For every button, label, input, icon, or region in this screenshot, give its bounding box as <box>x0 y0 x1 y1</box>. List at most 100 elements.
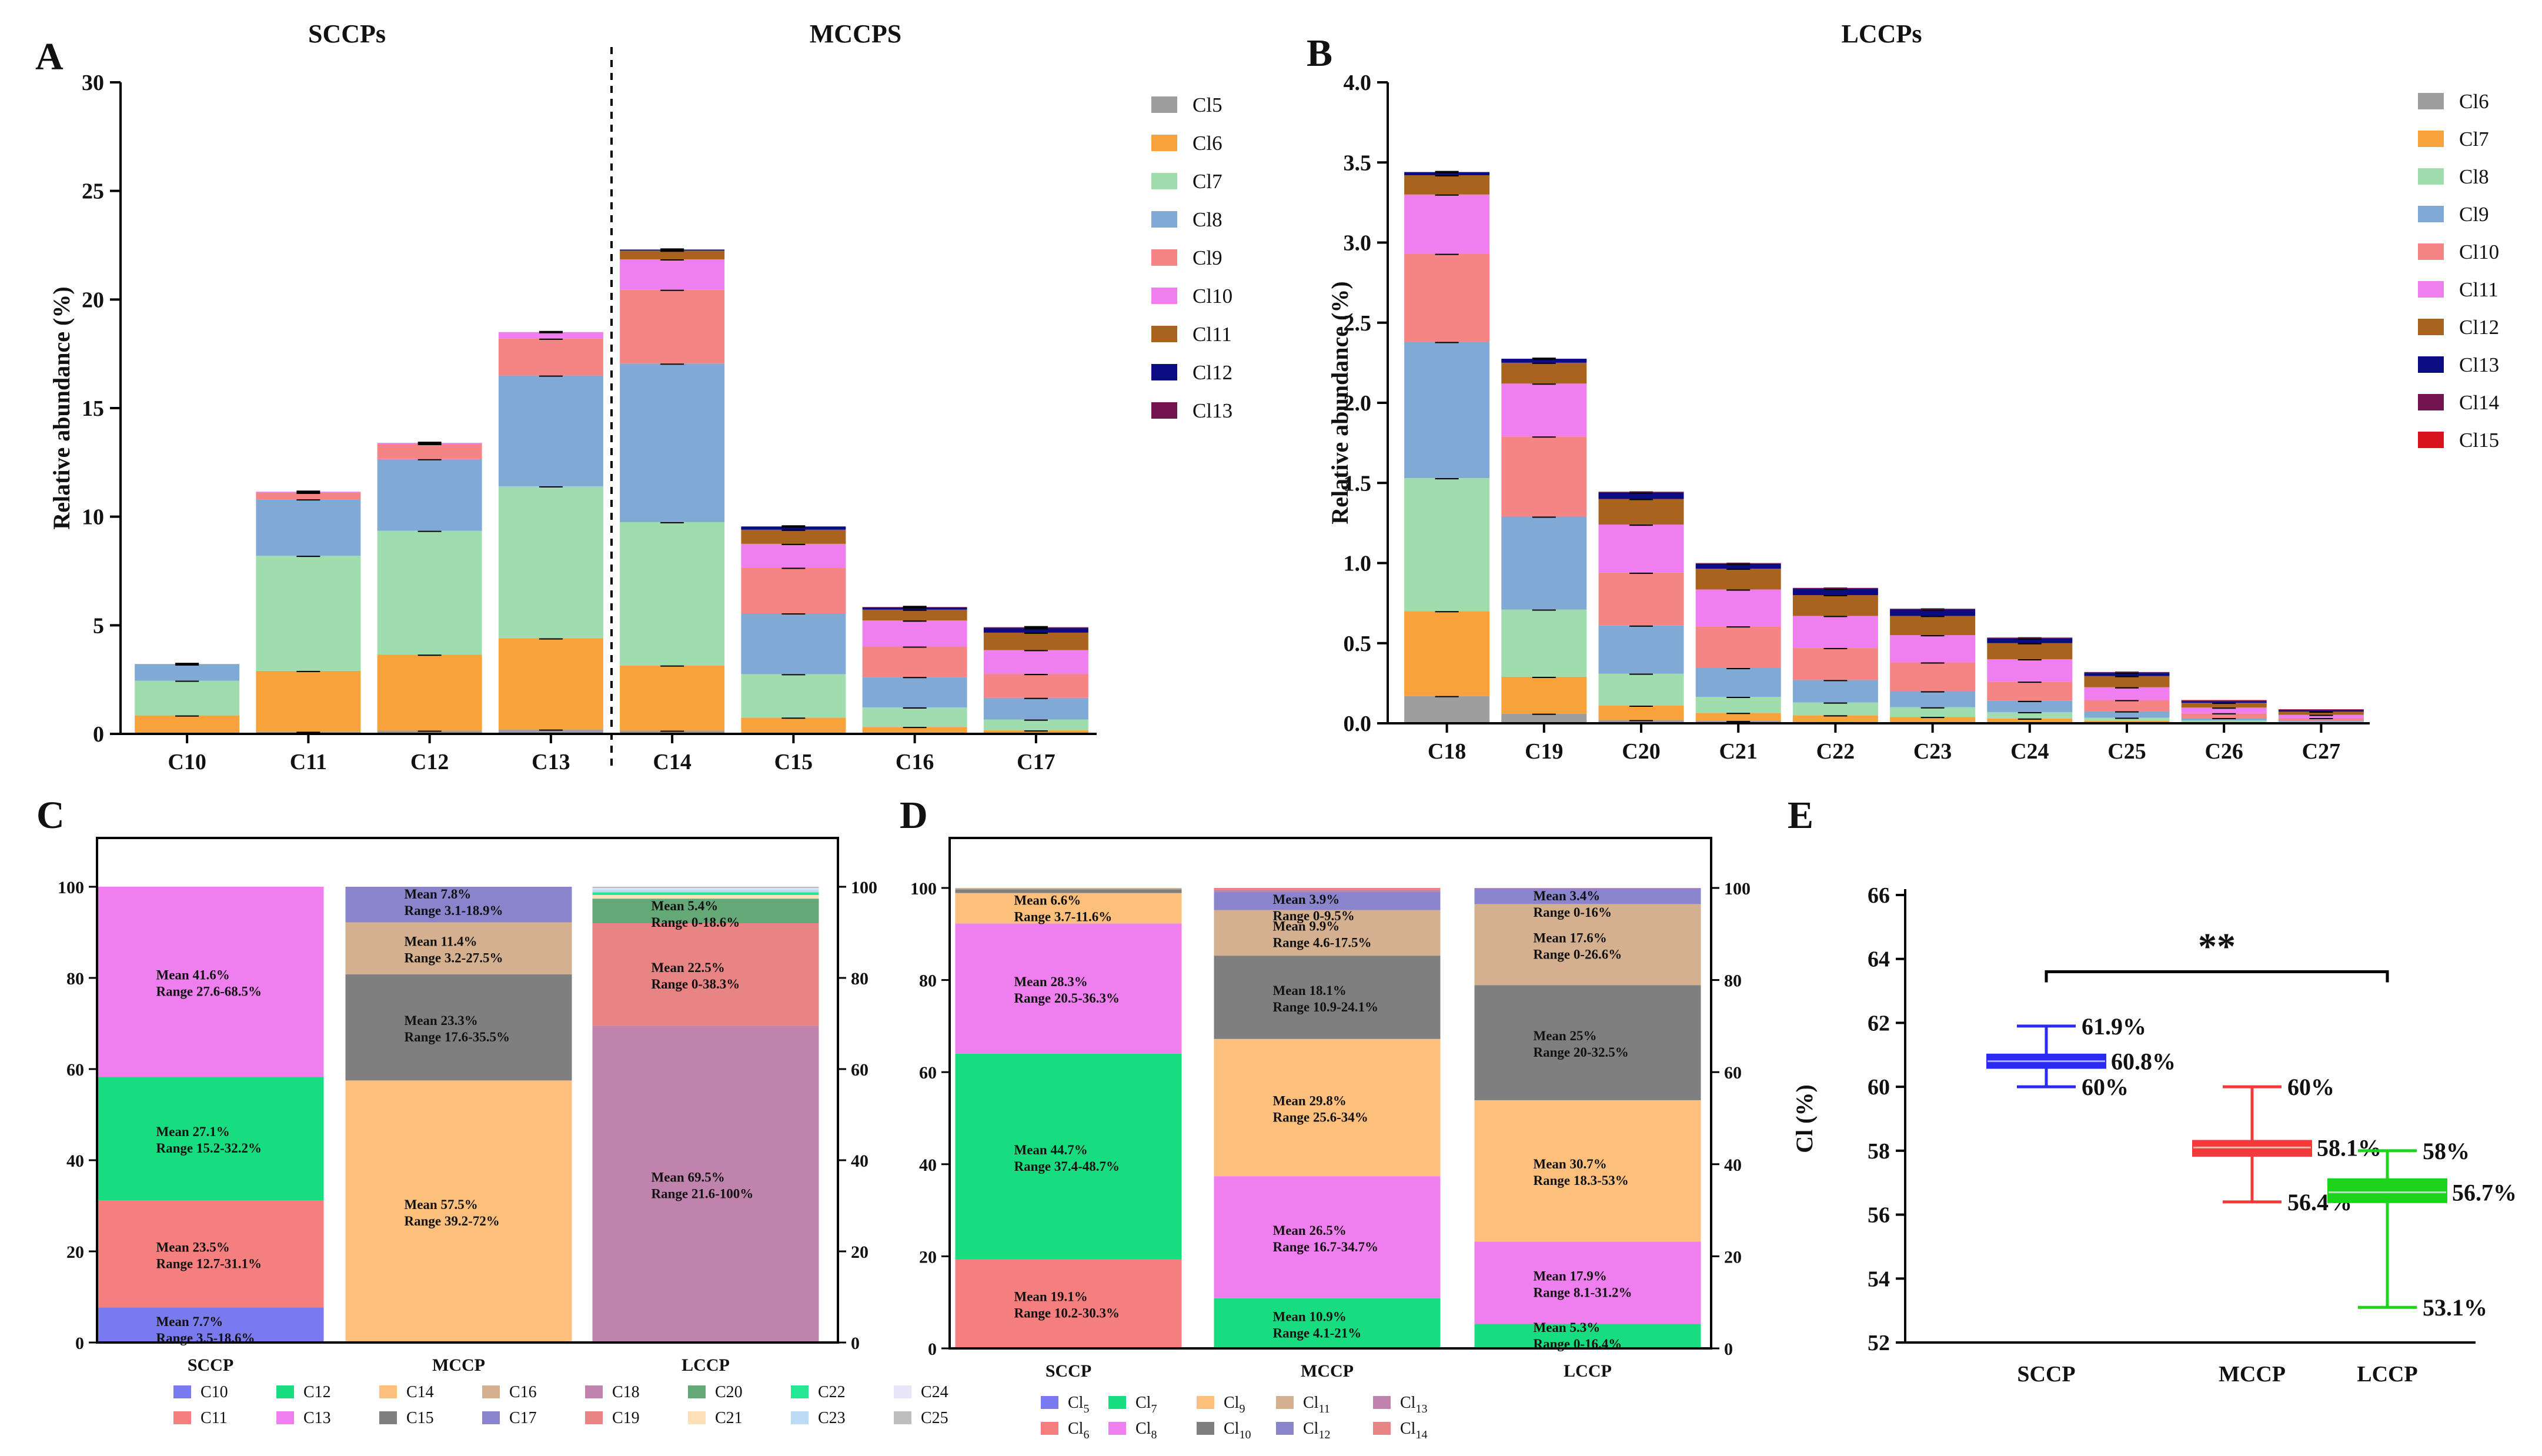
bar-c-sccp-c11 <box>97 1200 324 1308</box>
y-tick-label-right: 0 <box>851 1334 860 1353</box>
annotation-mean: Mean 18.1% <box>1273 983 1347 998</box>
bar-b-c27-cl11 <box>2278 714 2364 719</box>
bar-a-c15-cl8 <box>741 613 846 674</box>
bar-b-c27-cl13 <box>2278 710 2364 712</box>
panel-letter-c: C <box>36 794 65 837</box>
y-tick-label-left: 60 <box>66 1060 84 1080</box>
legend-label-base: Cl <box>1068 1420 1084 1438</box>
annotation-mean: Mean 9.9% <box>1273 919 1340 933</box>
y-tick-label-right: 100 <box>851 878 877 897</box>
x-tick-label: C25 <box>2107 739 2146 764</box>
legend-label-sub: 10 <box>1239 1428 1251 1441</box>
bar-d-sccp-cl6 <box>955 1259 1182 1348</box>
legend-label-cl9: Cl9 <box>1192 246 1222 269</box>
legend-swatch-c12 <box>276 1385 294 1398</box>
bar-a-c14-cl5 <box>620 730 725 734</box>
y-tick-label-left: 100 <box>910 879 937 899</box>
annotation-mean: Mean 7.8% <box>405 887 472 901</box>
x-tick-label: C26 <box>2204 739 2243 764</box>
legend-swatch-cl7 <box>1108 1396 1126 1409</box>
legend-label-cl12: Cl12 <box>1303 1420 1330 1441</box>
bar-b-c18-cl8 <box>1404 478 1490 612</box>
legend-swatch-cl8 <box>2418 168 2444 185</box>
bar-b-c20-cl6 <box>1598 720 1684 723</box>
bar-c-lccp-c24 <box>592 888 819 890</box>
annotation-range: Range 4.1-21% <box>1273 1325 1362 1340</box>
annotation-mean: Mean 10.9% <box>1273 1309 1347 1324</box>
bar-b-c20-cl10 <box>1598 572 1684 626</box>
bar-d-lccp-cl12 <box>1474 888 1701 904</box>
legend-label-sub: 6 <box>1083 1428 1089 1441</box>
bar-b-c21-cl8 <box>1695 697 1781 713</box>
bar-b-c18-cl6 <box>1404 696 1490 723</box>
bar-d-lccp-cl10 <box>1474 985 1701 1100</box>
bar-b-c18-cl11 <box>1404 194 1490 254</box>
bar-b-c21-cl7 <box>1695 713 1781 721</box>
bar-b-c20-cl9 <box>1598 625 1684 674</box>
bar-b-c26-cl13 <box>2181 701 2267 703</box>
legend-label-cl7: Cl7 <box>2459 128 2489 151</box>
x-tick-label: C13 <box>532 750 570 774</box>
y-tick-label: 60 <box>1868 1075 1890 1100</box>
y-tick-label-right: 40 <box>851 1151 869 1171</box>
legend-swatch-c21 <box>688 1411 706 1424</box>
bar-a-c16-cl11 <box>862 609 967 621</box>
bar-b-c22-cl8 <box>1792 702 1878 716</box>
x-tick-label: C17 <box>1017 750 1055 774</box>
annotation-range: Range 0-18.6% <box>652 915 740 930</box>
label-max-mccp: 60% <box>2287 1074 2334 1100</box>
y-tick-label: 1.5 <box>1344 471 1372 496</box>
bar-b-c22-cl12 <box>1792 595 1878 616</box>
annotation-range: Range 10.2-30.3% <box>1014 1306 1120 1321</box>
legend-label-c14: C14 <box>406 1383 434 1401</box>
annotation-mean: Mean 25% <box>1534 1028 1597 1043</box>
legend-swatch-cl11 <box>2418 281 2444 298</box>
legend-label-cl15: Cl15 <box>2459 429 2499 452</box>
bar-b-c21-cl6 <box>1695 720 1781 723</box>
annotation-range: Range 0-16.4% <box>1534 1337 1622 1351</box>
y-tick-label: 0.0 <box>1344 712 1372 736</box>
bar-b-c21-cl13 <box>1695 563 1781 569</box>
x-tick-label: C20 <box>1622 739 1660 764</box>
legend-label-base: Cl <box>1400 1394 1416 1412</box>
legend-label-base: Cl <box>1068 1394 1084 1412</box>
bar-c-lccp-c23 <box>592 889 819 893</box>
bar-b-c23-cl10 <box>1890 662 1976 692</box>
legend-label-cl6: Cl6 <box>1068 1420 1089 1441</box>
bar-b-c26-cl12 <box>2181 703 2267 708</box>
legend-swatch-cl10 <box>2418 243 2444 260</box>
legend-swatch-c18 <box>585 1385 603 1398</box>
legend-swatch-cl5 <box>1041 1396 1058 1409</box>
bar-b-c18-cl10 <box>1404 253 1490 342</box>
legend-swatch-cl6 <box>1041 1422 1058 1435</box>
bar-c-lccp-c20 <box>592 899 819 923</box>
y-tick-label-left: 40 <box>919 1156 937 1175</box>
panel-letter-e: E <box>1788 794 1813 837</box>
y-tick-label-right: 60 <box>851 1060 869 1080</box>
legend-swatch-c23 <box>791 1411 809 1424</box>
x-tick-label: C23 <box>1913 739 1952 764</box>
bar-d-mccp-cl7 <box>1214 1298 1441 1348</box>
group-label-mccps: MCCPS <box>810 19 901 48</box>
bar-a-c10-cl8 <box>135 664 240 681</box>
legend-label-cl7: Cl7 <box>1135 1394 1157 1415</box>
bar-a-c14-cl10 <box>620 259 725 290</box>
group-label-sccps: SCCPs <box>308 19 386 48</box>
x-tick-label: SCCP <box>188 1355 233 1375</box>
annotation-mean: Mean 30.7% <box>1534 1157 1607 1171</box>
bar-c-lccp-c19 <box>592 923 819 1026</box>
annotation-range: Range 25.6-34% <box>1273 1110 1368 1124</box>
bar-b-c25-cl7 <box>2084 720 2170 723</box>
x-tick-label: MCCP <box>2219 1362 2286 1387</box>
annotation-mean: Mean 11.4% <box>405 934 477 949</box>
bar-a-c14-cl9 <box>620 289 725 364</box>
legend-swatch-c10 <box>173 1385 191 1398</box>
x-tick-label: C15 <box>774 750 813 774</box>
box-lccp <box>2327 1178 2447 1203</box>
bar-b-c26-cl8 <box>2181 720 2267 722</box>
legend-swatch-cl10 <box>1151 288 1177 304</box>
bar-b-c19-cl12 <box>1501 362 1587 384</box>
bar-d-lccp-cl8 <box>1474 1241 1701 1324</box>
y-tick-label: 3.0 <box>1344 231 1372 256</box>
legend-label-cl5: Cl5 <box>1192 93 1222 116</box>
